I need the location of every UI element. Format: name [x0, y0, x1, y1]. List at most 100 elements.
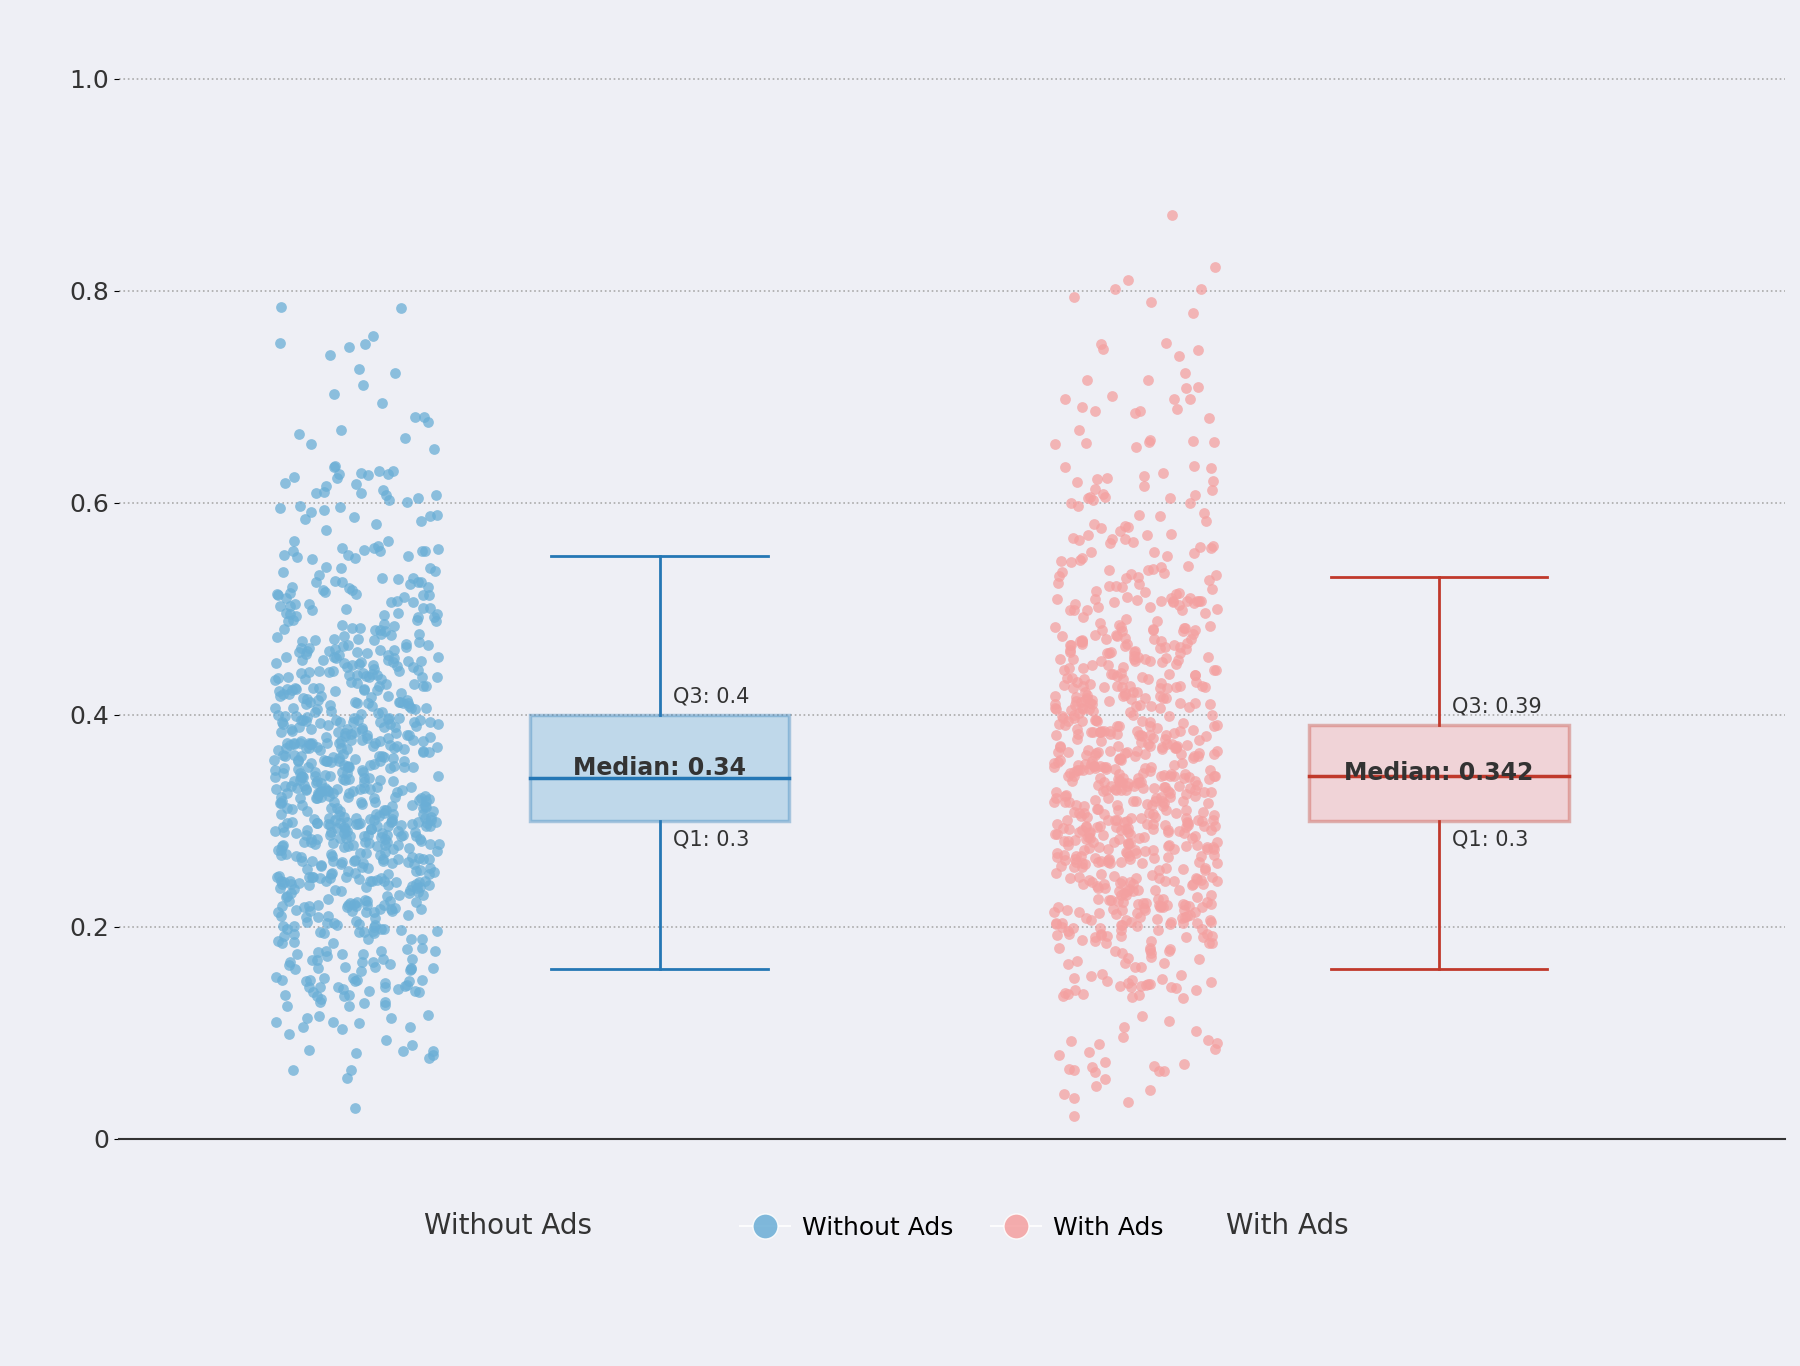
Point — [1199, 805, 1228, 826]
Point — [1183, 887, 1211, 908]
Point — [1076, 721, 1105, 743]
Point — [394, 545, 423, 567]
Point — [1172, 638, 1201, 660]
Point — [1172, 799, 1201, 821]
Point — [1181, 770, 1210, 792]
Point — [365, 897, 394, 919]
Point — [302, 784, 331, 806]
Point — [412, 796, 441, 818]
Point — [1202, 852, 1231, 874]
Point — [1163, 977, 1192, 999]
Point — [1139, 727, 1168, 749]
Point — [335, 825, 364, 847]
Point — [301, 761, 329, 783]
Point — [1159, 765, 1188, 787]
Point — [405, 788, 434, 810]
Point — [329, 836, 358, 858]
Point — [326, 463, 355, 485]
Point — [297, 548, 326, 570]
Point — [1120, 881, 1148, 903]
Point — [1111, 635, 1139, 657]
Point — [1186, 537, 1215, 559]
Point — [338, 654, 367, 676]
Point — [1096, 852, 1125, 874]
Point — [337, 671, 365, 693]
Point — [290, 1016, 319, 1038]
Point — [1174, 906, 1202, 928]
Point — [1051, 848, 1080, 870]
Point — [1125, 906, 1154, 928]
Point — [1073, 488, 1102, 510]
Point — [1098, 664, 1127, 686]
Point — [394, 837, 423, 859]
Point — [1139, 847, 1168, 869]
Point — [1154, 780, 1183, 802]
Point — [279, 744, 308, 766]
Point — [297, 719, 326, 740]
Point — [1100, 758, 1129, 780]
Point — [311, 870, 340, 892]
Point — [292, 858, 320, 880]
Point — [288, 709, 317, 731]
Point — [409, 884, 437, 906]
Point — [382, 870, 410, 892]
Point — [1091, 803, 1120, 825]
Point — [1136, 724, 1165, 746]
Point — [1067, 396, 1096, 418]
Point — [364, 805, 392, 826]
Point — [1152, 687, 1181, 709]
Point — [374, 708, 403, 729]
Point — [378, 650, 407, 672]
Point — [1066, 630, 1094, 652]
Point — [1067, 631, 1096, 653]
Point — [1156, 940, 1184, 962]
Point — [313, 945, 342, 967]
Point — [405, 981, 434, 1003]
Point — [371, 673, 400, 695]
Point — [329, 985, 358, 1007]
Point — [416, 725, 445, 747]
Point — [337, 723, 365, 744]
Point — [364, 776, 392, 798]
Point — [371, 994, 400, 1016]
Point — [1055, 866, 1084, 888]
Point — [416, 806, 445, 828]
Point — [1055, 710, 1084, 732]
Point — [365, 710, 394, 732]
Point — [414, 634, 443, 656]
Point — [292, 643, 320, 665]
Point — [355, 832, 383, 854]
Point — [1165, 649, 1193, 671]
Point — [367, 701, 396, 723]
Point — [340, 749, 369, 770]
Point — [1112, 269, 1141, 291]
Point — [1102, 816, 1130, 837]
Point — [319, 851, 347, 873]
Point — [1136, 1079, 1165, 1101]
Point — [315, 765, 344, 787]
Point — [416, 712, 445, 734]
Point — [342, 665, 371, 687]
Point — [338, 579, 367, 601]
Point — [396, 776, 425, 798]
Point — [295, 734, 324, 755]
Point — [405, 872, 434, 893]
Point — [349, 679, 378, 701]
Point — [265, 739, 293, 761]
Point — [292, 779, 320, 800]
Point — [1139, 628, 1168, 650]
Point — [1062, 471, 1091, 493]
Point — [293, 818, 322, 840]
Point — [1172, 807, 1201, 829]
Point — [306, 713, 335, 735]
Point — [1093, 779, 1121, 800]
Point — [351, 902, 380, 923]
Point — [340, 548, 369, 570]
Point — [295, 977, 324, 999]
Point — [286, 787, 315, 809]
Point — [1069, 607, 1098, 628]
Point — [274, 678, 302, 699]
Point — [1150, 952, 1179, 974]
Point — [1053, 740, 1082, 762]
Point — [292, 710, 320, 732]
